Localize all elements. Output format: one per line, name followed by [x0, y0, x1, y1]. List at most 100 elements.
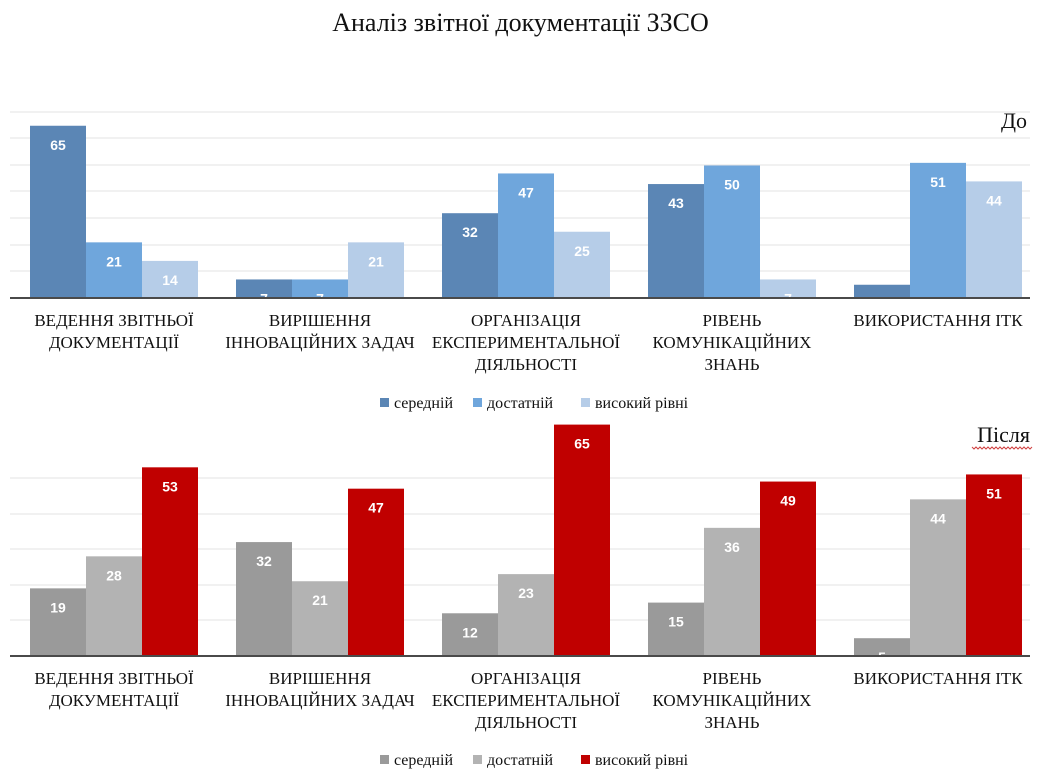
spellcheck-underline [971, 446, 1033, 450]
data-label: 25 [574, 243, 590, 259]
category-label: РІВЕНЬ [703, 311, 762, 330]
category-label: ІННОВАЦІЙНИХ ЗАДАЧ [225, 691, 414, 710]
bar-середній-1 [30, 588, 86, 656]
data-label: 28 [106, 567, 122, 583]
bar-середній-2 [236, 279, 292, 298]
data-label: 53 [162, 478, 178, 494]
bar-достатній-1 [86, 242, 142, 298]
bar-середній-3 [442, 213, 498, 298]
legend-swatch [380, 398, 389, 407]
bar-достатній-4 [704, 165, 760, 298]
legend-label: високий рівні [595, 752, 689, 769]
data-label: 5 [878, 296, 886, 312]
category-label: ЗНАНЬ [704, 355, 759, 374]
bar-високий-рівні-1 [142, 260, 198, 298]
category-label: РІВЕНЬ [703, 669, 762, 688]
bar-достатній-5 [910, 499, 966, 656]
bar-середній-4 [648, 602, 704, 656]
panel-tag: Після [977, 422, 1030, 447]
category-label: ДОКУМЕНТАЦІЇ [49, 691, 179, 710]
legend-label: високий рівні [595, 395, 689, 412]
bar-достатній-2 [292, 279, 348, 298]
data-label: 51 [930, 174, 946, 190]
legend-label: достатній [487, 752, 554, 769]
bar-високий-рівні-3 [554, 231, 610, 298]
bar-високий-рівні-4 [760, 481, 816, 656]
bar-достатній-3 [498, 574, 554, 656]
bar-достатній-3 [498, 173, 554, 298]
data-label: 5 [878, 649, 886, 665]
chart-panel-2: 19 32 12 15 5 28 21 23 36 44 53 47 65 49 51 Після ВЕДЕНН… [10, 422, 1033, 769]
category-label: ОРГАНІЗАЦІЯ [471, 311, 581, 330]
data-label: 47 [518, 184, 534, 200]
bar-високий-рівні-5 [966, 181, 1022, 298]
legend-swatch [581, 398, 590, 407]
category-label: КОМУНІКАЦІЙНИХ [653, 333, 812, 352]
category-label: ЕКСПЕРИМЕНТАЛЬНОЇ [432, 691, 620, 710]
data-label: 32 [256, 553, 272, 569]
category-label: ДІЯЛЬНОСТІ [475, 713, 577, 732]
category-label: КОМУНІКАЦІЙНИХ [653, 691, 812, 710]
data-label: 51 [986, 485, 1002, 501]
category-label: ІННОВАЦІЙНИХ ЗАДАЧ [225, 333, 414, 352]
bar-середній-5 [854, 284, 910, 298]
category-label: ВИКОРИСТАННЯ ІТК [853, 311, 1023, 330]
data-label: 32 [462, 224, 478, 240]
bar-середній-3 [442, 613, 498, 656]
legend-swatch [380, 755, 389, 764]
data-label: 44 [986, 192, 1002, 208]
category-label: ОРГАНІЗАЦІЯ [471, 669, 581, 688]
data-label: 14 [162, 272, 178, 288]
bar-достатній-4 [704, 527, 760, 656]
category-label: ЗНАНЬ [704, 713, 759, 732]
category-label: ВИРІШЕННЯ [269, 311, 371, 330]
chart-panel-1: 65732435217475051142125744ДоВЕДЕННЯ ЗВІТ… [10, 108, 1030, 412]
data-label: 47 [368, 500, 384, 516]
category-label: ДІЯЛЬНОСТІ [475, 355, 577, 374]
legend-label: середній [394, 752, 453, 769]
category-label: ВИКОРИСТАННЯ ІТК [853, 669, 1023, 688]
data-label: 21 [368, 253, 384, 269]
bar-високий-рівні-2 [348, 242, 404, 298]
bar-достатній-1 [86, 556, 142, 656]
legend-label: середній [394, 395, 453, 412]
data-label: 23 [518, 585, 534, 601]
legend: середній достатній високий рівні [380, 752, 689, 769]
bar-високий-рівні-1 [142, 467, 198, 656]
category-label: ДОКУМЕНТАЦІЇ [49, 333, 179, 352]
data-label: 65 [574, 436, 590, 452]
data-label: 65 [50, 137, 66, 153]
bar-середній-2 [236, 542, 292, 656]
bar-високий-рівні-2 [348, 488, 404, 656]
legend-swatch [473, 755, 482, 764]
bar-достатній-2 [292, 581, 348, 656]
data-label: 49 [780, 493, 796, 509]
legend-label: достатній [487, 395, 554, 412]
category-label: ВЕДЕННЯ ЗВІТНЬОЇ [34, 311, 194, 330]
legend: середній достатній високий рівні [380, 395, 689, 412]
bar-середній-1 [30, 125, 86, 298]
category-label: ВЕДЕННЯ ЗВІТНЬОЇ [34, 669, 194, 688]
data-label: 44 [930, 510, 946, 526]
bar-високий-рівні-5 [966, 474, 1022, 656]
data-label: 21 [312, 592, 328, 608]
data-label: 19 [50, 599, 66, 615]
data-label: 36 [724, 539, 740, 555]
bar-середній-4 [648, 184, 704, 298]
data-label: 12 [462, 624, 478, 640]
data-label: 21 [106, 253, 122, 269]
bar-високий-рівні-4 [760, 279, 816, 298]
legend-swatch [473, 398, 482, 407]
bar-високий-рівні-3 [554, 424, 610, 656]
legend-swatch [581, 755, 590, 764]
category-label: ВИРІШЕННЯ [269, 669, 371, 688]
panel-tag: До [1001, 108, 1027, 133]
bar-середній-5 [854, 638, 910, 656]
chart-title: Аналіз звітної документації ЗЗСО [332, 8, 709, 37]
data-label: 15 [668, 614, 684, 630]
category-label: ЕКСПЕРИМЕНТАЛЬНОЇ [432, 333, 620, 352]
data-label: 43 [668, 195, 684, 211]
data-label: 50 [724, 177, 740, 193]
